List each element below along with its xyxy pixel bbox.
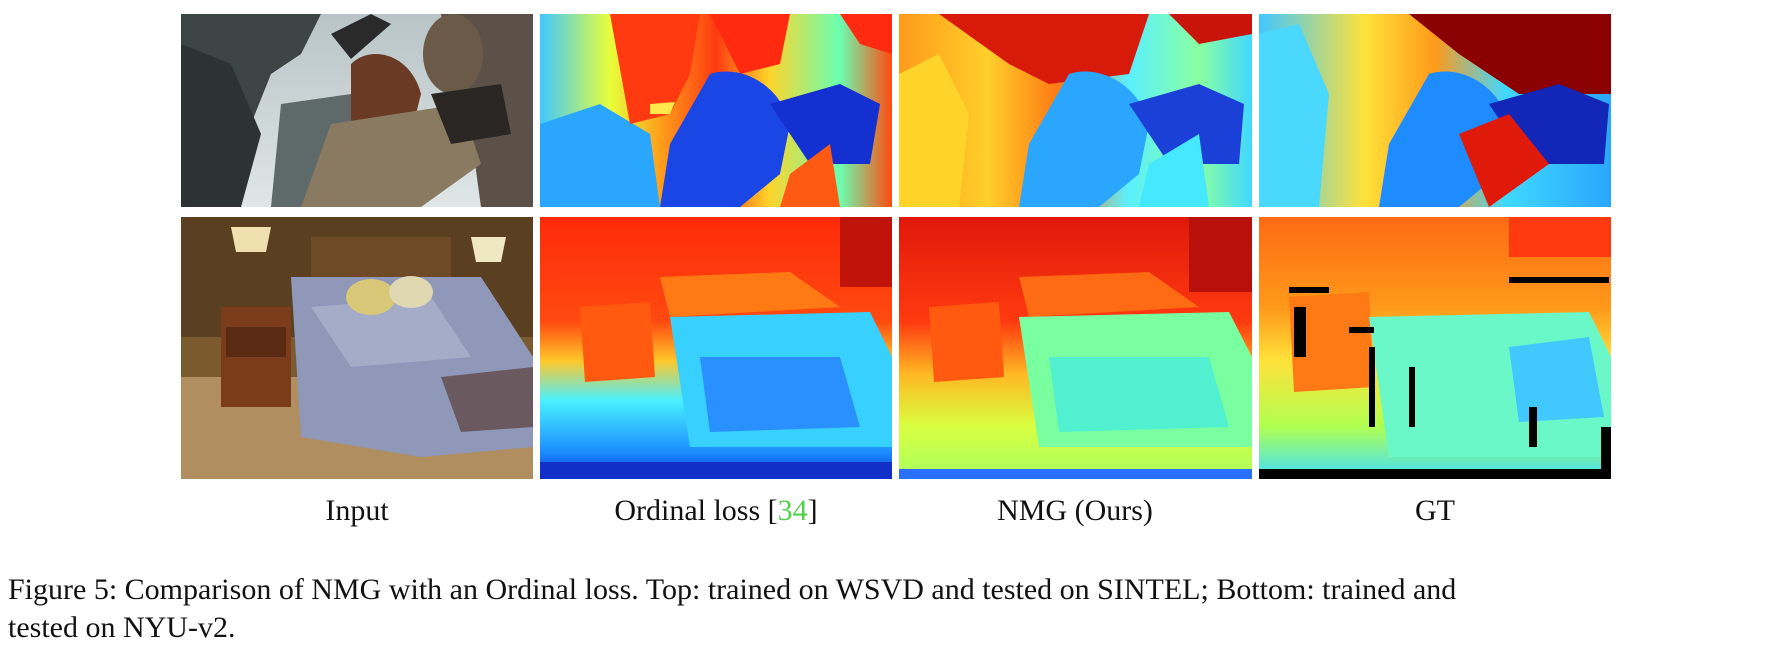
citation-link-34[interactable]: 34: [777, 494, 808, 527]
caption-line-2: tested on NYU-v2.: [8, 611, 236, 644]
tile-top-nmg: [899, 14, 1252, 207]
column-label-ordinal-text: Ordinal loss [: [614, 494, 778, 527]
column-label-ordinal: Ordinal loss [34]: [540, 494, 892, 528]
tile-bottom-nmg: [899, 217, 1252, 479]
column-label-nmg: NMG (Ours): [899, 494, 1251, 528]
column-label-input: Input: [181, 494, 533, 528]
column-label-nmg-text: NMG (Ours): [997, 494, 1153, 527]
column-label-ordinal-suffix: ]: [807, 494, 818, 527]
tile-top-ordinal: [540, 14, 892, 207]
figure-caption: Figure 5: Comparison of NMG with an Ordi…: [8, 571, 1772, 647]
tile-bottom-input: [181, 217, 533, 479]
column-label-gt: GT: [1259, 494, 1611, 528]
tile-bottom-gt: [1259, 217, 1611, 479]
column-label-input-text: Input: [325, 494, 389, 527]
caption-line-1: Figure 5: Comparison of NMG with an Ordi…: [8, 573, 1457, 606]
tile-bottom-ordinal: [540, 217, 892, 479]
tile-top-input: [181, 14, 533, 207]
tile-top-gt: [1259, 14, 1611, 207]
column-label-gt-text: GT: [1415, 494, 1455, 527]
